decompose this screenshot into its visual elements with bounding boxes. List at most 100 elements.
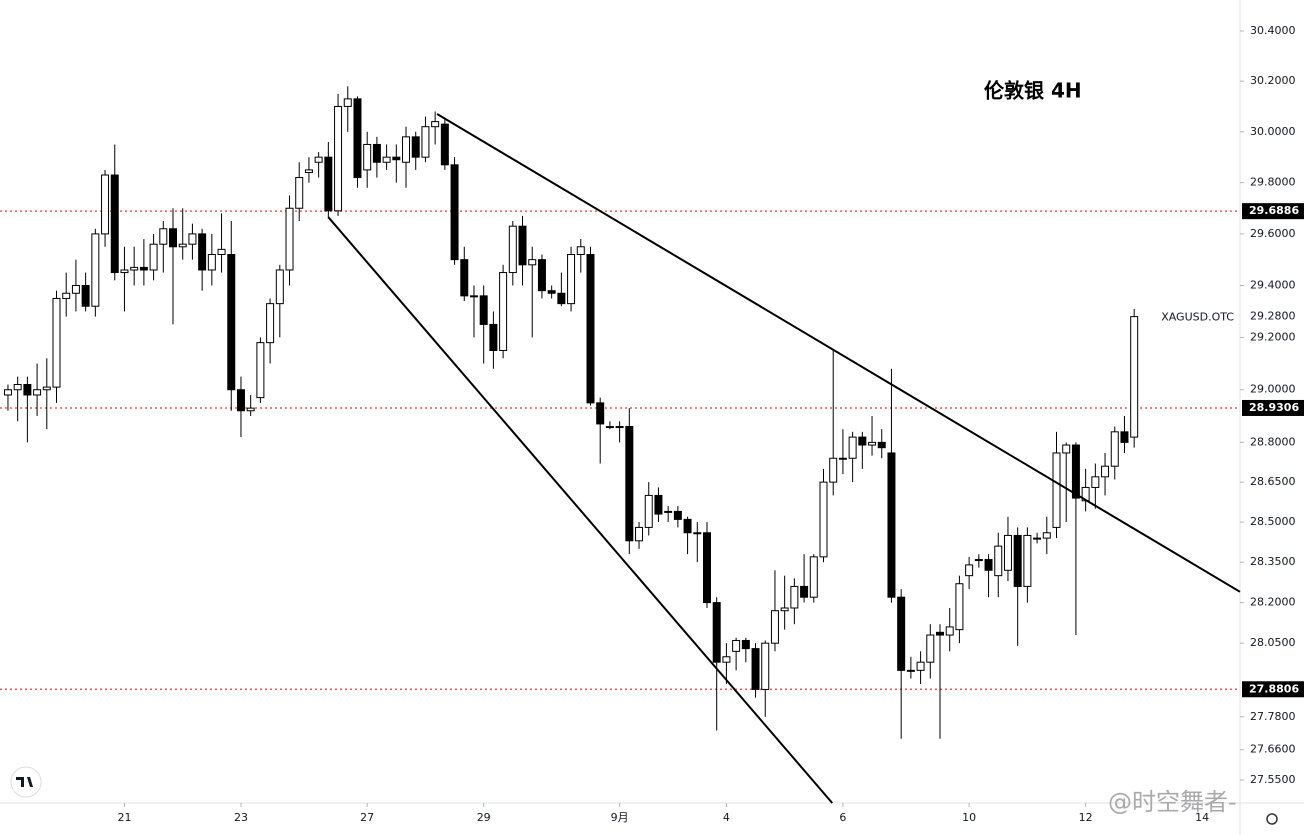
candle-body	[965, 564, 974, 577]
y-tick-label: 27.7800	[1250, 710, 1296, 723]
candle-body	[314, 156, 323, 163]
candle-body	[722, 656, 731, 663]
candle-body	[285, 207, 294, 271]
candle-body	[916, 661, 925, 671]
x-tick-label: 6	[839, 811, 846, 824]
candle-body	[1130, 316, 1139, 438]
candle-body	[1071, 444, 1080, 499]
y-tick-label: 30.0000	[1250, 125, 1296, 138]
x-tick-label: 10	[962, 811, 976, 824]
y-tick-label: 29.4000	[1250, 278, 1296, 291]
level-tag	[1242, 203, 1304, 220]
settings-icon[interactable]	[1266, 813, 1278, 825]
y-tick-label: 29.6000	[1250, 227, 1296, 240]
y-tick-label: 28.3500	[1250, 555, 1296, 568]
candle-body	[23, 383, 32, 396]
x-tick-label: 23	[234, 811, 248, 824]
y-tick-label: 30.2000	[1250, 74, 1296, 87]
y-tick-label: 28.2000	[1250, 596, 1296, 609]
candle-body	[246, 407, 255, 412]
level-label: 27.8806	[1249, 682, 1299, 695]
candle-body	[858, 436, 867, 446]
candle-body	[955, 583, 964, 631]
candle-body	[741, 639, 750, 650]
candle-body	[81, 284, 90, 307]
candle-body	[363, 143, 372, 171]
level-tag	[1242, 681, 1304, 698]
candle-body	[557, 292, 566, 305]
symbol-price: 29.2800	[1250, 310, 1296, 323]
candle-body	[499, 272, 508, 351]
candle-body	[101, 174, 110, 235]
x-tick-label: 29	[477, 811, 491, 824]
watermark: @时空舞者-	[1108, 788, 1237, 816]
candle-body	[130, 266, 139, 271]
candle-body	[790, 585, 799, 609]
candle-body	[275, 269, 284, 305]
y-tick-label: 29.8000	[1250, 176, 1296, 189]
candle-body	[3, 389, 12, 396]
candle-body	[169, 228, 178, 248]
candle-body	[431, 121, 440, 128]
candle-body	[712, 602, 721, 663]
y-tick-label: 27.6600	[1250, 743, 1296, 756]
candle-body	[489, 323, 498, 351]
candle-body	[644, 494, 653, 528]
candle-body	[324, 156, 333, 212]
candle-body	[761, 642, 770, 690]
candle-body	[295, 177, 304, 209]
candle-body	[877, 441, 886, 449]
candle-body	[13, 383, 22, 391]
candle-body	[1101, 465, 1110, 478]
candle-body	[528, 259, 537, 266]
candle-body	[304, 169, 313, 173]
candle-body	[605, 426, 614, 429]
candle-body	[236, 389, 245, 412]
candle-body	[984, 559, 993, 571]
candle-body	[33, 389, 42, 396]
level-tag	[1242, 399, 1304, 416]
candle-body	[178, 243, 187, 248]
candle-body	[819, 481, 828, 558]
level-label: 29.6886	[1249, 204, 1299, 217]
candle-body	[1091, 476, 1100, 488]
candle-body	[537, 259, 546, 292]
trendline	[436, 113, 1241, 593]
candle-body	[809, 556, 818, 598]
candle-body	[120, 269, 129, 274]
candle-body	[207, 253, 216, 271]
candle-body	[683, 518, 692, 534]
candle-body	[1033, 537, 1042, 540]
candle-body	[469, 295, 478, 298]
candle-body	[71, 284, 80, 294]
candle-body	[188, 233, 197, 245]
candle-body	[460, 259, 469, 297]
candle-body	[547, 290, 556, 294]
candle-body	[62, 292, 71, 299]
candle-body	[159, 228, 168, 245]
candle-body	[1013, 534, 1022, 587]
candle-body	[256, 342, 265, 399]
candle-body	[227, 253, 236, 391]
candle-body	[567, 253, 576, 305]
candle-body	[625, 426, 634, 542]
candle-body	[936, 631, 944, 636]
candle-body	[654, 494, 663, 515]
candle-body	[887, 452, 896, 598]
x-tick-label: 4	[723, 811, 730, 824]
candle-body	[110, 174, 119, 274]
candle-body	[800, 585, 809, 598]
candle-body	[217, 248, 226, 255]
y-tick-label: 28.5000	[1250, 515, 1296, 528]
level-label: 28.9306	[1249, 401, 1299, 414]
candle-body	[829, 457, 838, 483]
candle-body	[702, 532, 711, 604]
candle-body	[1023, 534, 1032, 587]
candle-body	[1110, 431, 1119, 467]
tv-logo	[10, 766, 42, 798]
candle-body	[770, 610, 779, 644]
y-tick-label: 28.0500	[1250, 636, 1296, 649]
chart-title: 伦敦银 4H	[984, 79, 1082, 103]
y-tick-label: 30.4000	[1250, 24, 1296, 37]
